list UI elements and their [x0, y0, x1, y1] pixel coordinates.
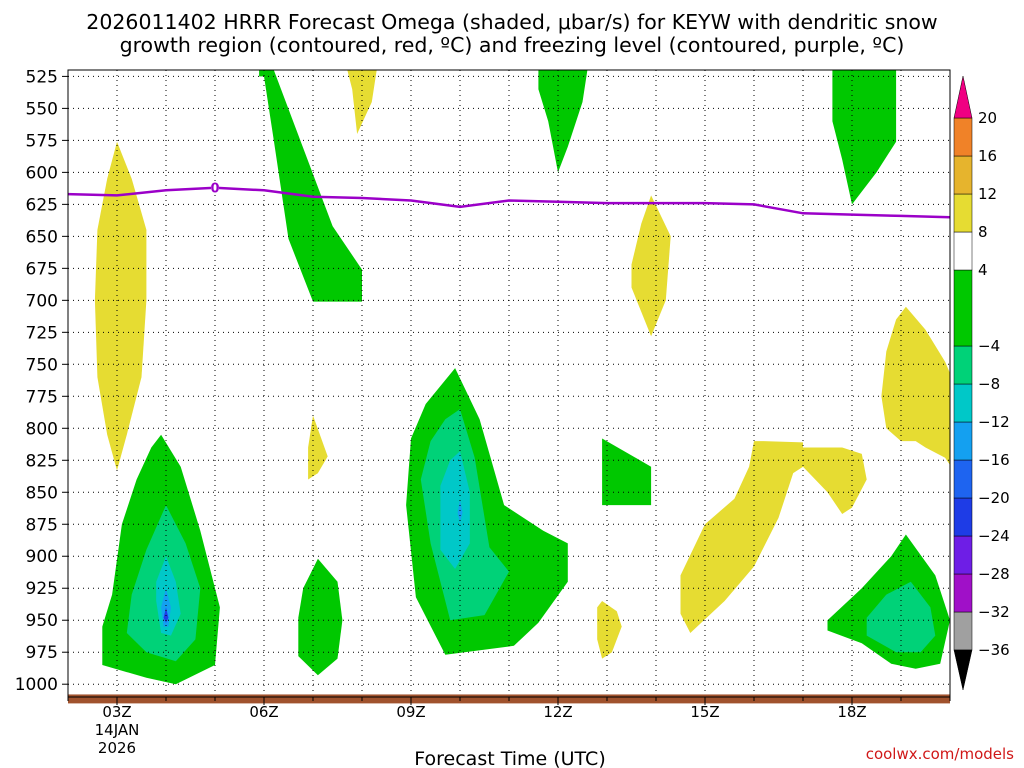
colorbar-high-arrow — [953, 75, 973, 119]
omega-region — [538, 70, 588, 173]
omega-region — [94, 141, 147, 471]
omega-region — [680, 441, 867, 633]
x-tick-label: 18Z — [837, 703, 866, 721]
y-tick-label: 550 — [26, 99, 58, 119]
colorbar-band — [953, 117, 973, 157]
x-tick-date: 14JAN — [95, 721, 140, 739]
colorbar-tick-label: 16 — [978, 147, 997, 165]
colorbar-tick-label: −16 — [978, 451, 1010, 469]
omega-region — [259, 70, 362, 302]
omega-region — [308, 415, 328, 480]
omega-region — [866, 581, 936, 653]
gridlines — [68, 70, 950, 697]
omega-region — [881, 306, 950, 465]
colorbar-band — [953, 611, 973, 651]
y-tick-label: 675 — [26, 259, 58, 279]
omega-region — [457, 499, 463, 523]
colorbar-band — [953, 573, 973, 613]
pressure-axis: 525 550 575 600 625 650 675 700 725 750 775 800 825 8… — [15, 67, 68, 695]
omega-region — [298, 558, 343, 676]
colorbar-tick-label: −8 — [978, 375, 1000, 393]
colorbar-band — [953, 459, 973, 499]
omega-region — [602, 438, 652, 506]
colorbar-band — [953, 155, 973, 195]
freezing-level-label: 0 — [210, 182, 219, 197]
x-tick-label: 09Z — [396, 703, 425, 721]
colorbar-band — [953, 383, 973, 423]
y-tick-label: 800 — [26, 419, 58, 439]
colorbar-band — [953, 421, 973, 461]
colorbar-tick-label: 4 — [978, 261, 988, 279]
colorbar-tick-label: −24 — [978, 527, 1010, 545]
colorbar-tick-label: −4 — [978, 337, 1000, 355]
colorbar-tick-label: −12 — [978, 413, 1010, 431]
colorbar-band — [953, 535, 973, 575]
y-tick-label: 900 — [26, 547, 58, 567]
x-tick-label: 15Z — [690, 703, 719, 721]
colorbar-tick-label: −28 — [978, 565, 1010, 583]
colorbar-band — [953, 193, 973, 233]
freezing-level-contour: 0 — [67, 181, 951, 219]
omega-region — [347, 70, 377, 134]
chart-title-line-2: growth region (contoured, red, ºC) and f… — [120, 33, 905, 57]
y-tick-label: 575 — [26, 131, 58, 151]
y-tick-label: 950 — [26, 611, 58, 631]
x-tick-label: 12Z — [543, 703, 572, 721]
omega-region — [631, 195, 671, 337]
omega-region — [832, 70, 897, 205]
colorbar: −36 −32 −28 −24 −20 −16 −12 −8 −4 4 8 12 16 20 — [953, 75, 1010, 691]
y-tick-label: 725 — [26, 323, 58, 343]
colorbar-tick-label: 20 — [978, 109, 997, 127]
x-tick-label: 06Z — [249, 703, 278, 721]
colorbar-tick-label: −36 — [978, 641, 1010, 659]
y-tick-label: 925 — [26, 579, 58, 599]
y-tick-label: 850 — [26, 483, 58, 503]
x-tick-label: 03Z — [102, 703, 131, 721]
omega-region — [440, 451, 470, 569]
y-tick-label: 975 — [26, 643, 58, 663]
credit-link[interactable]: coolwx.com/models — [866, 745, 1014, 763]
colorbar-band — [953, 269, 973, 347]
y-tick-label: 825 — [26, 451, 58, 471]
omega-region — [597, 601, 622, 659]
x-tick-year: 2026 — [98, 739, 136, 757]
chart-title-line-1: 2026011402 HRRR Forecast Omega (shaded, … — [86, 10, 937, 34]
colorbar-tick-label: −20 — [978, 489, 1010, 507]
y-tick-label: 775 — [26, 387, 58, 407]
omega-shading — [94, 70, 950, 685]
colorbar-band — [953, 345, 973, 385]
colorbar-tick-label: 12 — [978, 185, 997, 203]
colorbar-tick-label: −32 — [978, 603, 1010, 621]
colorbar-tick-label: 8 — [978, 223, 988, 241]
colorbar-band — [953, 497, 973, 537]
y-tick-label: 700 — [26, 291, 58, 311]
y-tick-label: 875 — [26, 515, 58, 535]
y-tick-label: 650 — [26, 227, 58, 247]
y-tick-label: 625 — [26, 195, 58, 215]
y-tick-label: 600 — [26, 163, 58, 183]
freezing-level-label-bg — [211, 181, 219, 194]
y-tick-label: 525 — [26, 67, 58, 87]
y-tick-label: 750 — [26, 355, 58, 375]
colorbar-band — [953, 231, 973, 271]
y-tick-label: 1000 — [15, 675, 58, 695]
colorbar-low-arrow — [953, 649, 973, 691]
x-axis-label: Forecast Time (UTC) — [414, 748, 605, 768]
